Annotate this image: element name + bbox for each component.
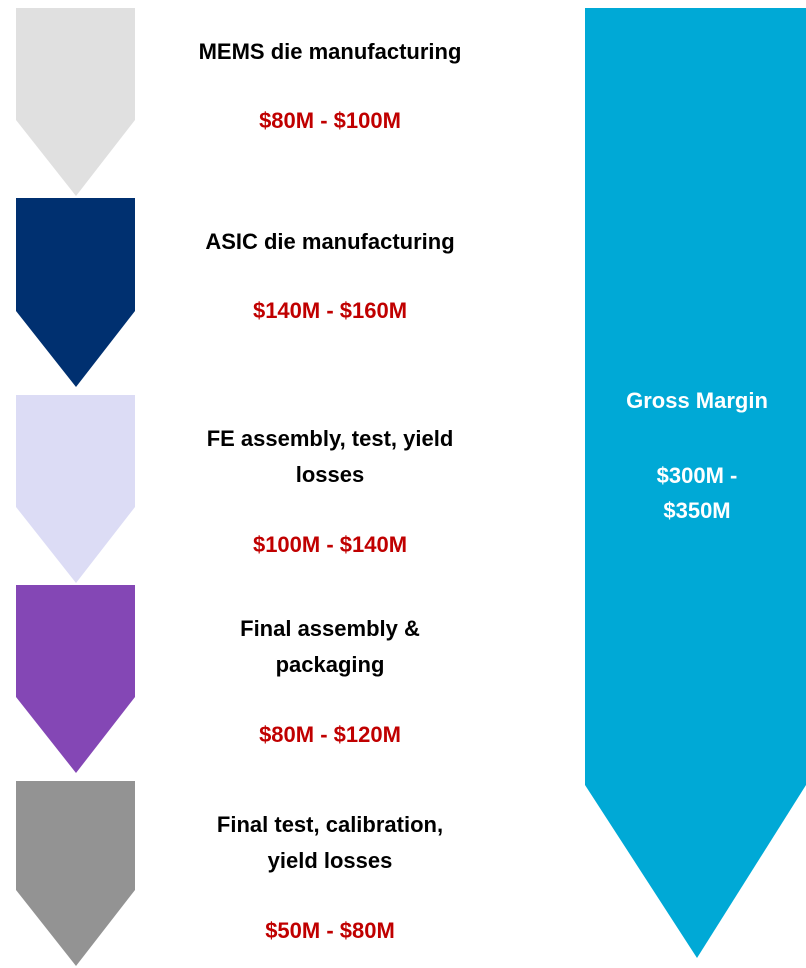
stage-label: FE assembly, test, yield <box>207 426 454 451</box>
stage-chevron <box>16 8 135 196</box>
stage-value: $80M - $120M <box>259 722 401 747</box>
stage-chevron <box>16 395 135 583</box>
stage-value: $80M - $100M <box>259 108 401 133</box>
stage-label: yield losses <box>268 848 393 873</box>
gross-margin-label: Gross Margin <box>626 388 768 413</box>
stage-chevron <box>16 198 135 387</box>
stage-value: $140M - $160M <box>253 298 407 323</box>
stage-value: $50M - $80M <box>265 918 395 943</box>
gross-margin-value: $300M - <box>657 463 738 488</box>
stage-label: ASIC die manufacturing <box>205 229 454 254</box>
stage-label: Final assembly & <box>240 616 420 641</box>
stage-chevron <box>16 585 135 773</box>
stage-label: MEMS die manufacturing <box>199 39 462 64</box>
stage-label: packaging <box>276 652 385 677</box>
stage-label: Final test, calibration, <box>217 812 443 837</box>
stage-value: $100M - $140M <box>253 532 407 557</box>
stage-label: losses <box>296 462 365 487</box>
gross-margin-value: $350M <box>663 498 730 523</box>
stage-chevron <box>16 781 135 966</box>
gross-margin-arrow <box>585 8 806 958</box>
